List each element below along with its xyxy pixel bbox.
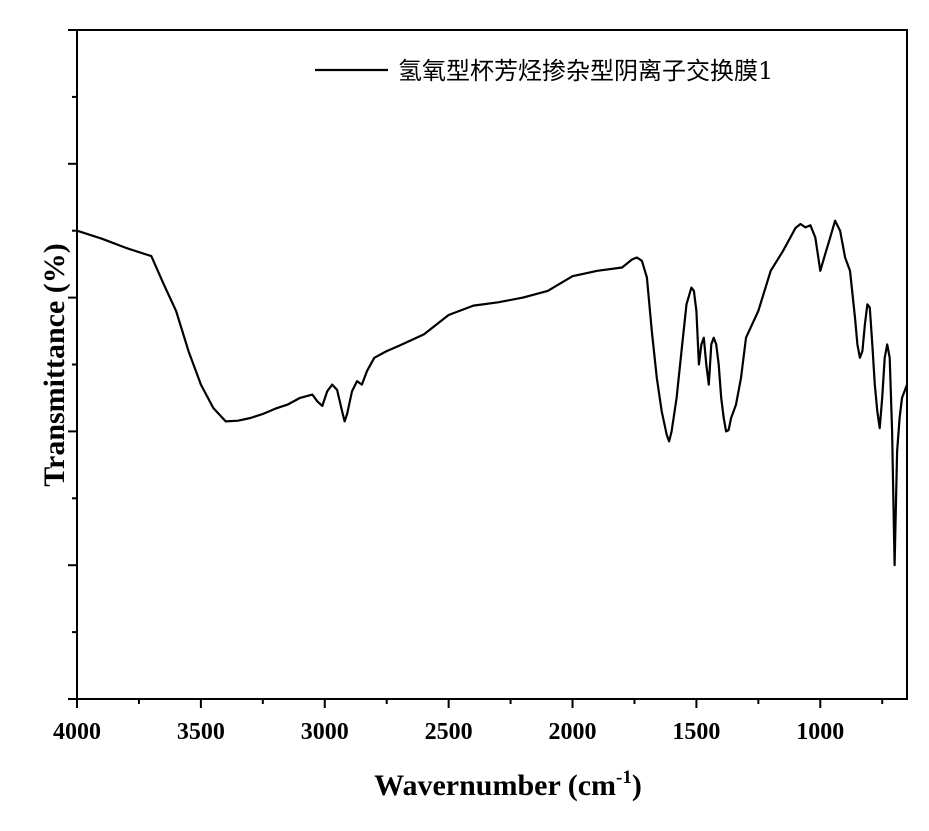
- y-axis-label: Transmittance (%): [38, 243, 71, 487]
- x-tick-label: 2500: [425, 719, 473, 745]
- y-axis-ticks: [68, 29, 77, 700]
- x-axis-label-close: ): [632, 769, 642, 802]
- x-axis-label: Wavernumber (cm-1): [374, 767, 642, 802]
- x-tick-label: 2000: [549, 719, 597, 745]
- x-axis-label-main: Wavernumber (cm: [374, 769, 616, 802]
- plot-frame: [76, 29, 908, 700]
- legend-label: 氢氧型杯芳烃掺杂型阴离子交换膜1: [398, 57, 773, 85]
- x-axis-ticks: 4000 3500 3000 2500 2000 1500 1000: [53, 699, 884, 745]
- legend: 氢氧型杯芳烃掺杂型阴离子交换膜1: [315, 57, 773, 85]
- x-axis-label-superscript: -1: [616, 767, 632, 788]
- x-tick-label: 1500: [672, 719, 720, 745]
- x-tick-label: 3000: [301, 719, 349, 745]
- x-tick-label: 3500: [177, 719, 225, 745]
- series-line: [76, 219, 909, 567]
- x-tick-label: 1000: [796, 719, 844, 745]
- x-tick-label: 4000: [53, 719, 101, 745]
